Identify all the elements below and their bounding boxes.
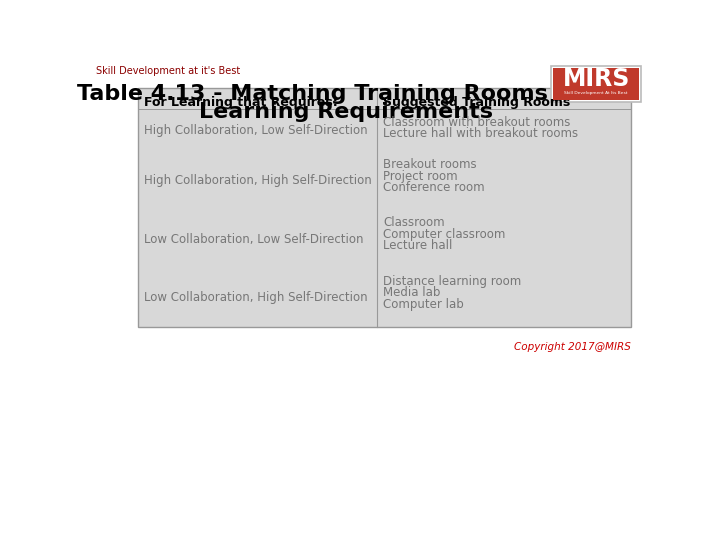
Text: Breakout rooms: Breakout rooms — [383, 158, 477, 171]
Text: Skill Development At Its Best: Skill Development At Its Best — [564, 91, 628, 95]
Text: Suggested Training Rooms: Suggested Training Rooms — [383, 96, 570, 109]
Text: MIRS: MIRS — [562, 68, 630, 91]
FancyBboxPatch shape — [551, 66, 641, 102]
Text: High Collaboration, Low Self-Direction: High Collaboration, Low Self-Direction — [144, 124, 368, 137]
Text: Low Collaboration, Low Self-Direction: Low Collaboration, Low Self-Direction — [144, 233, 364, 246]
Text: Classroom: Classroom — [383, 216, 445, 229]
Text: For Learning that Requires:: For Learning that Requires: — [144, 96, 338, 109]
Text: Table 4.13 - Matching Training Rooms With: Table 4.13 - Matching Training Rooms Wit… — [77, 84, 614, 104]
Text: Copyright 2017@MIRS: Copyright 2017@MIRS — [514, 342, 631, 352]
Text: High Collaboration, High Self-Direction: High Collaboration, High Self-Direction — [144, 174, 372, 187]
Text: Distance learning room: Distance learning room — [383, 274, 521, 287]
Text: Classroom with breakout rooms: Classroom with breakout rooms — [383, 116, 571, 129]
Text: Project room: Project room — [383, 170, 458, 183]
Text: Learning Requirements: Learning Requirements — [199, 102, 492, 122]
FancyBboxPatch shape — [553, 68, 639, 100]
FancyBboxPatch shape — [138, 88, 631, 327]
Text: Computer classroom: Computer classroom — [383, 228, 505, 241]
Text: Lecture hall with breakout rooms: Lecture hall with breakout rooms — [383, 127, 578, 140]
Text: Skill Development at it's Best: Skill Development at it's Best — [96, 66, 240, 76]
Text: Media lab: Media lab — [383, 286, 441, 299]
Text: Lecture hall: Lecture hall — [383, 239, 453, 252]
Text: Low Collaboration, High Self-Direction: Low Collaboration, High Self-Direction — [144, 291, 368, 304]
Text: Conference room: Conference room — [383, 181, 485, 194]
Text: Computer lab: Computer lab — [383, 298, 464, 310]
